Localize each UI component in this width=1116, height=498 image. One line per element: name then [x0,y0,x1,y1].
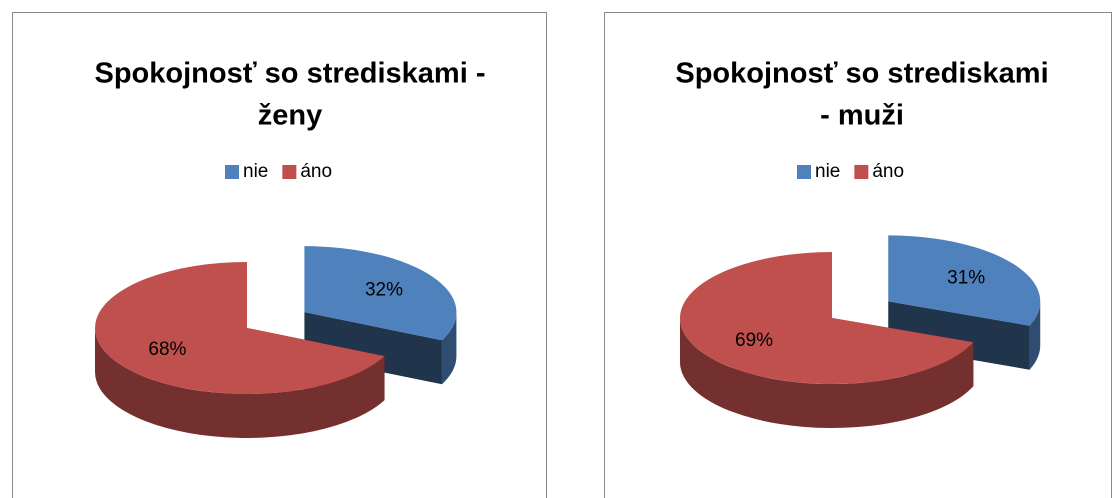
slice: 31% [888,235,1041,370]
legend-swatch [282,165,297,179]
slice: 32% [304,246,457,385]
data-label: 68% [148,339,186,360]
slice-top [304,246,457,341]
data-label: 69% [735,330,773,351]
legend-label: áno [300,161,332,182]
chart-title: ženy [258,100,322,132]
slice: 69% [680,252,974,429]
legend-label: nie [815,161,840,182]
legend-swatch [225,165,239,179]
legend-swatch [854,165,869,179]
data-label: 31% [947,267,985,288]
slice-side [304,312,442,385]
slice-top [680,252,974,384]
slice-side [95,328,385,438]
slice-side [680,318,974,429]
chart-title: - muži [820,100,904,132]
slice-side [441,312,457,385]
panel-border [604,12,1112,498]
slice-top [888,235,1041,326]
chart-title: Spokojnosť so strediskami - [95,58,486,90]
panel-border [12,12,547,498]
legend-label: áno [872,161,904,182]
chart-title: Spokojnosť so strediskami [675,58,1048,90]
slice-side [1029,301,1041,370]
slice: 68% [95,262,385,438]
legend-swatch [797,165,811,179]
slice-side [888,301,1030,370]
legend-label: nie [243,161,268,182]
slice-top [95,262,385,394]
data-label: 32% [365,279,403,300]
